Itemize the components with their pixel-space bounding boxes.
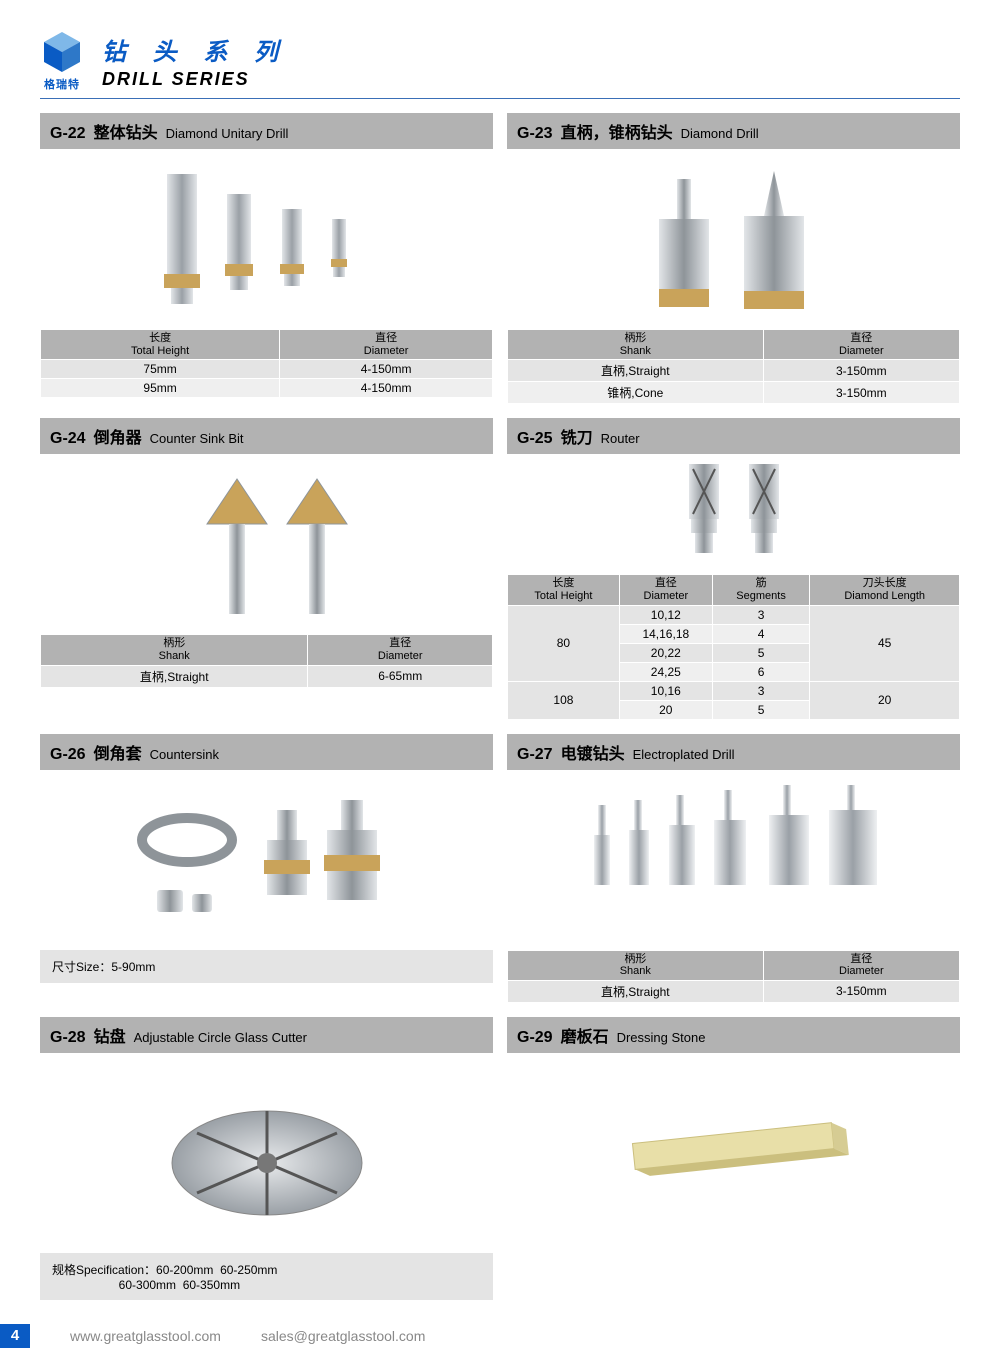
card-g26: G-26 倒角套 Countersink 尺寸Si <box>40 734 493 1003</box>
page-number: 4 <box>0 1324 30 1348</box>
product-image-g26 <box>40 770 493 950</box>
product-code: G-29 <box>517 1029 553 1047</box>
product-code: G-25 <box>517 430 553 448</box>
brand-logo: 格瑞特 <box>40 30 84 92</box>
product-name-en: Adjustable Circle Glass Cutter <box>134 1030 307 1045</box>
product-name-cn: 钻盘 <box>94 1023 126 1047</box>
product-image-g25 <box>507 454 960 574</box>
logo-cube-icon <box>40 30 84 74</box>
product-code: G-27 <box>517 746 553 764</box>
product-name-cn: 整体钻头 <box>94 119 158 143</box>
card-g28: G-28 钻盘 Adjustable Circle Glass Cutter 规… <box>40 1017 493 1300</box>
product-image-g28 <box>40 1053 493 1253</box>
spec-table-g25: 长度Total Height 直径Diameter 筋Segments 刀头长度… <box>507 574 960 719</box>
spec-note-g26: 尺寸Size：5-90mm <box>40 950 493 983</box>
spec-table-g27: 柄形Shank 直径Diameter 直柄,Straight3-150mm <box>507 950 960 1003</box>
product-image-g27 <box>507 770 960 950</box>
product-image-g29 <box>507 1053 960 1253</box>
product-image-g23 <box>507 149 960 329</box>
product-name-cn: 倒角器 <box>94 424 142 448</box>
spec-note-g28: 规格Specification：60-200mm 60-250mm 60-300… <box>40 1253 493 1300</box>
product-name-en: Dressing Stone <box>617 1030 706 1045</box>
card-g29: G-29 磨板石 Dressing Stone <box>507 1017 960 1300</box>
spec-table-g22: 长度Total Height 直径Diameter 75mm4-150mm 95… <box>40 329 493 398</box>
product-name-cn: 铣刀 <box>561 424 593 448</box>
footer-website: www.greatglasstool.com <box>70 1328 221 1344</box>
series-title-cn: 钻 头 系 列 <box>102 32 288 67</box>
product-code: G-24 <box>50 430 86 448</box>
page-footer: 4 www.greatglasstool.com sales@greatglas… <box>40 1318 960 1366</box>
product-name-cn: 倒角套 <box>94 740 142 764</box>
brand-name-cn: 格瑞特 <box>44 76 80 92</box>
product-code: G-28 <box>50 1029 86 1047</box>
product-image-g22 <box>40 149 493 329</box>
footer-email: sales@greatglasstool.com <box>261 1328 425 1344</box>
card-g24: G-24 倒角器 Counter Sink Bit <box>40 418 493 719</box>
product-name-en: Diamond Unitary Drill <box>166 126 289 141</box>
product-name-cn: 电镀钻头 <box>561 740 625 764</box>
product-code: G-23 <box>517 125 553 143</box>
product-name-en: Counter Sink Bit <box>150 431 244 446</box>
spec-table-g23: 柄形Shank 直径Diameter 直柄,Straight3-150mm 锥柄… <box>507 329 960 404</box>
product-name-en: Router <box>601 431 640 446</box>
product-code: G-26 <box>50 746 86 764</box>
page-header: 格瑞特 钻 头 系 列 DRILL SERIES <box>40 30 960 99</box>
product-name-en: Diamond Drill <box>681 126 759 141</box>
card-g27: G-27 电镀钻头 Electroplated Drill 柄形Shank <box>507 734 960 1003</box>
product-name-cn: 直柄，锥柄钻头 <box>561 119 673 143</box>
card-g23: G-23 直柄，锥柄钻头 Diamond Drill <box>507 113 960 404</box>
spec-table-g24: 柄形Shank 直径Diameter 直柄,Straight6-65mm <box>40 634 493 687</box>
title-block: 钻 头 系 列 DRILL SERIES <box>102 32 288 92</box>
product-image-g24 <box>40 454 493 634</box>
product-grid: G-22 整体钻头 Diamond Unitary Drill 长度Total … <box>40 113 960 1300</box>
product-code: G-22 <box>50 125 86 143</box>
card-g22: G-22 整体钻头 Diamond Unitary Drill 长度Total … <box>40 113 493 404</box>
product-name-cn: 磨板石 <box>561 1023 609 1047</box>
series-title-en: DRILL SERIES <box>102 69 288 90</box>
product-name-en: Electroplated Drill <box>633 747 735 762</box>
product-name-en: Countersink <box>150 747 219 762</box>
card-g25: G-25 铣刀 Router <box>507 418 960 719</box>
